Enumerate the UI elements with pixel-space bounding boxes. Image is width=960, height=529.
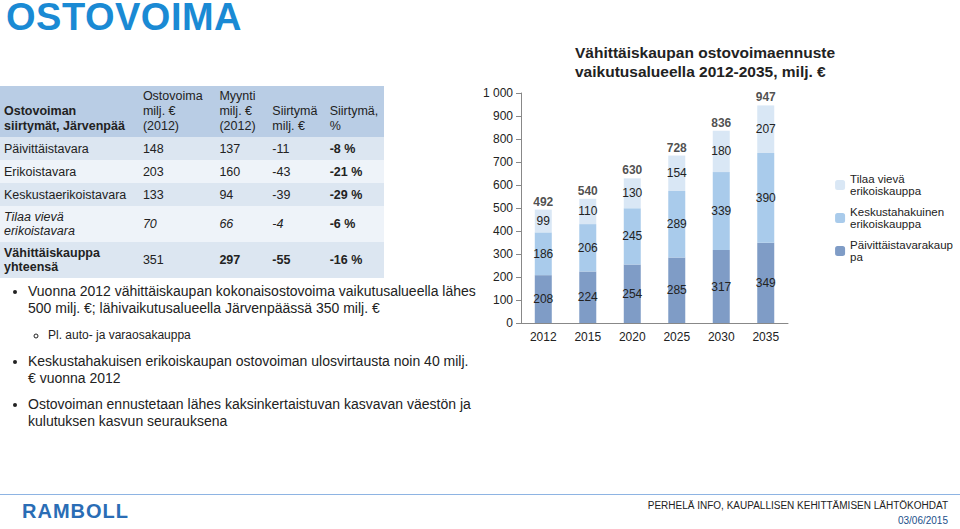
html-text:Erikoistavara: Erikoistavara [4, 164, 77, 179]
html-text:Siirtymä, %: Siirtymä, % [329, 104, 379, 133]
html-text:-21 %: -21 % [329, 164, 363, 179]
svg-text:700: 700 [493, 155, 513, 169]
svg-text:200: 200 [493, 270, 513, 284]
svg-text:600: 600 [493, 178, 513, 192]
svg-text:947: 947 [756, 90, 776, 104]
svg-text:2012: 2012 [530, 330, 557, 344]
html-text:Ostovoiman ennustetaan lähes k: Ostovoiman ennustetaan lähes kaksinkerta… [28, 396, 471, 429]
svg-text:pa: pa [850, 251, 863, 263]
html-text:-6 %: -6 % [329, 217, 356, 231]
svg-text:2030: 2030 [708, 330, 735, 344]
html-text:148: 148 [142, 141, 164, 156]
html-text:Keskustahakuisen erikoiskaupan: Keskustahakuisen erikoiskaupan ostovoima… [28, 353, 469, 386]
svg-text:2015: 2015 [574, 330, 601, 344]
html-text:-16 %: -16 % [329, 253, 363, 267]
html-text:351: 351 [142, 253, 164, 267]
svg-text:285: 285 [667, 283, 687, 297]
svg-text:110: 110 [578, 204, 597, 218]
svg-text:492: 492 [533, 195, 553, 209]
svg-text:349: 349 [756, 276, 776, 290]
svg-text:224: 224 [578, 290, 598, 304]
svg-text:1 000: 1 000 [483, 86, 513, 100]
svg-text:400: 400 [493, 224, 513, 238]
html-text:203: 203 [142, 164, 164, 179]
html-text:PERHELÄ INFO, KAUPALLISEN KEHI: PERHELÄ INFO, KAUPALLISEN KEHITTÄMISEN L… [647, 500, 948, 511]
html-text:94: 94 [219, 187, 234, 202]
html-text:03/06/2015: 03/06/2015 [897, 515, 948, 526]
svg-text:245: 245 [622, 229, 642, 243]
html-text:Vuonna 2012 vähittäiskaupan ko: Vuonna 2012 vähittäiskaupan kokonaisosto… [28, 283, 476, 316]
svg-text:500: 500 [493, 201, 513, 215]
svg-text:Keskustahakuinen: Keskustahakuinen [850, 206, 947, 218]
svg-text:Tilaa vievä: Tilaa vievä [850, 173, 908, 185]
svg-text:99: 99 [537, 214, 551, 228]
svg-text:206: 206 [578, 241, 598, 255]
html-text:Pl. auto- ja varaosakauppa: Pl. auto- ja varaosakauppa [48, 328, 191, 342]
svg-text:180: 180 [711, 144, 731, 158]
html-text:160: 160 [219, 164, 241, 179]
html-text:-11: -11 [272, 141, 290, 156]
svg-text:800: 800 [493, 132, 513, 146]
svg-text:2035: 2035 [752, 330, 779, 344]
svg-text:836: 836 [711, 116, 731, 130]
svg-text:289: 289 [667, 217, 687, 231]
html-text:Ostovoiman siirtymät, Järvenpä: Ostovoiman siirtymät, Järvenpää [4, 104, 125, 133]
html-text:297: 297 [219, 253, 241, 267]
svg-text:254: 254 [622, 287, 642, 301]
svg-text:erikoiskauppa: erikoiskauppa [850, 185, 922, 197]
svg-text:2025: 2025 [663, 330, 690, 344]
svg-text:728: 728 [667, 141, 687, 155]
html-text:66: 66 [219, 217, 234, 231]
svg-text:207: 207 [756, 122, 776, 136]
svg-text:317: 317 [711, 280, 731, 294]
html-text:133: 133 [142, 187, 164, 202]
svg-text:630: 630 [622, 163, 642, 177]
html-text:-4: -4 [272, 217, 284, 231]
html-text:Ostovoima milj. € (2012): Ostovoima milj. € (2012) [142, 89, 203, 133]
html-text:-8 %: -8 % [329, 141, 356, 156]
svg-text:erikoiskauppa: erikoiskauppa [850, 218, 922, 230]
svg-text:130: 130 [622, 186, 642, 200]
svg-text:0: 0 [506, 316, 513, 330]
html-text:Myynti milj. € (2012): Myynti milj. € (2012) [219, 89, 256, 133]
svg-text:540: 540 [578, 184, 598, 198]
html-text:-39: -39 [272, 187, 291, 202]
svg-text:208: 208 [533, 292, 553, 306]
svg-text:186: 186 [533, 247, 553, 261]
svg-text:Päivittäistavarakaup: Päivittäistavarakaup [850, 239, 953, 251]
html-text:Tilaa vievä erikoistavara: Tilaa vievä erikoistavara [4, 210, 75, 238]
svg-text:900: 900 [493, 109, 513, 123]
html-text:137: 137 [219, 141, 241, 156]
html-text:Keskustaerikoistavara: Keskustaerikoistavara [4, 187, 127, 202]
html-text:RAMBOLL: RAMBOLL [22, 500, 129, 522]
svg-text:154: 154 [667, 166, 687, 180]
svg-text:100: 100 [493, 293, 513, 307]
svg-text:339: 339 [711, 204, 731, 218]
html-text:-29 %: -29 % [329, 187, 363, 202]
svg-text:Vähittäiskaupan ostovoimaennus: Vähittäiskaupan ostovoimaennuste [575, 44, 839, 61]
svg-text:300: 300 [493, 247, 513, 261]
html-text:-43: -43 [272, 164, 291, 179]
svg-text:vaikutusalueella 2012-2035, mi: vaikutusalueella 2012-2035, milj. € [575, 63, 826, 80]
html-text:Päivittäistavara: Päivittäistavara [4, 141, 89, 156]
html-text:Siirtymä milj. €: Siirtymä milj. € [272, 104, 318, 133]
svg-text:390: 390 [756, 191, 776, 205]
html-text:70: 70 [142, 217, 157, 231]
svg-text:2020: 2020 [619, 330, 646, 344]
html-text:-55: -55 [272, 253, 291, 267]
html-text:Vähittäiskauppa yhteensä: Vähittäiskauppa yhteensä [4, 246, 100, 274]
